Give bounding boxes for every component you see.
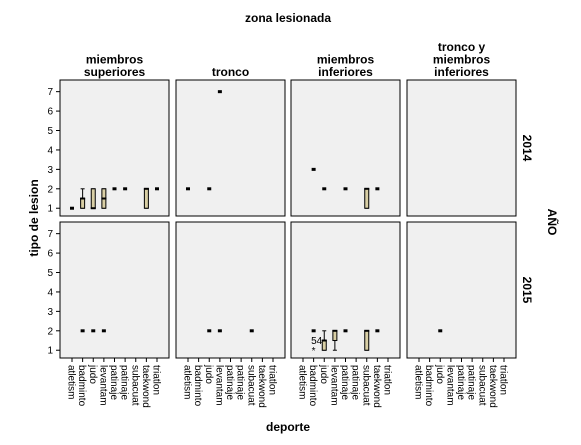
facet-column-label: miembros inferiores [317,53,375,80]
y-tick-label: 6 [47,249,53,260]
box-rect [364,330,370,351]
x-tick-label: patinaje [119,365,130,400]
x-tick-label: patinaje [339,365,350,400]
facet-panel [290,79,401,217]
x-tick-label: atletism [182,365,193,399]
facet-panel [406,79,517,217]
facet-column-label: tronco [212,65,249,79]
x-tick-label: atletism [66,365,77,399]
facet-row-label: 2015 [520,277,534,304]
y-tick-label: 7 [47,87,53,98]
y-tick-label: 1 [47,346,53,357]
y-tick-label: 7 [47,229,53,240]
x-tick-label: subacuat [129,365,140,406]
y-tick-label: 4 [47,145,53,156]
x-tick-label: taekwond [487,365,498,408]
x-tick-label: patinaje [466,365,477,400]
x-axis-title: deporte [266,420,310,434]
x-tick-label: triatlon [151,365,162,395]
y-tick-label: 2 [47,326,53,337]
facet-row-label: 2014 [520,135,534,162]
x-tick-label: patinaje [455,365,466,400]
y-tick-label: 2 [47,184,53,195]
box-rect [143,188,149,209]
x-tick-label: triatlon [498,365,509,395]
row-axis-title: AÑO [545,209,560,236]
y-axis-title: tipo de lesion [27,179,41,256]
x-tick-label: badminto [423,365,434,407]
x-tick-label: patinaje [350,365,361,400]
x-tick-label: patinaje [235,365,246,400]
x-tick-label: subacuat [360,365,371,406]
x-tick-label: badminto [192,365,203,407]
x-tick-label: taekwond [140,365,151,408]
x-tick-label: judo [434,364,445,384]
box-rect [80,198,86,209]
y-tick-label: 5 [47,268,53,279]
x-tick-label: judo [318,364,329,384]
x-tick-label: triatlon [267,365,278,395]
x-tick-label: levantam [213,365,224,406]
x-tick-label: atletism [297,365,308,399]
x-tick-label: judo [87,364,98,384]
x-tick-label: patinaje [108,365,119,400]
facet-panel [290,221,401,359]
outlier-marker: * [312,346,316,357]
x-tick-label: taekwond [371,365,382,408]
x-tick-label: triatlon [382,365,393,395]
x-tick-label: subacuat [476,365,487,406]
y-tick-label: 6 [47,107,53,118]
y-tick-label: 1 [47,204,53,215]
facet-panel [406,221,517,359]
x-tick-label: levantam [444,365,455,406]
x-tick-label: atletism [413,365,424,399]
box-rect [332,330,338,342]
box-rect [364,188,370,209]
box-rect [90,188,96,209]
y-tick-label: 4 [47,287,53,298]
chart-title: zona lesionada [245,11,331,25]
x-tick-label: patinaje [224,365,235,400]
facet-column-label: miembros superiores [84,53,146,80]
facet-panel [175,221,286,359]
x-tick-label: subacuat [245,365,256,406]
y-tick-label: 3 [47,165,53,176]
facet-panel [59,79,170,217]
x-tick-label: badminto [307,365,318,407]
x-tick-label: judo [203,364,214,384]
facet-grid: miembros superiores tronco miembros inferior… [47,40,534,408]
y-tick-label: 3 [47,307,53,318]
y-tick-label: 5 [47,126,53,137]
x-tick-label: levantam [328,365,339,406]
box-rect [321,340,327,351]
facet-panel [59,221,170,359]
facet-column-label: tronco y miembros inferiores [433,40,491,79]
x-tick-label: levantam [97,365,108,406]
x-tick-label: taekwond [256,365,267,408]
x-tick-label: badminto [76,365,87,407]
outlier-label: 54 [311,336,323,347]
facet-panel [175,79,286,217]
